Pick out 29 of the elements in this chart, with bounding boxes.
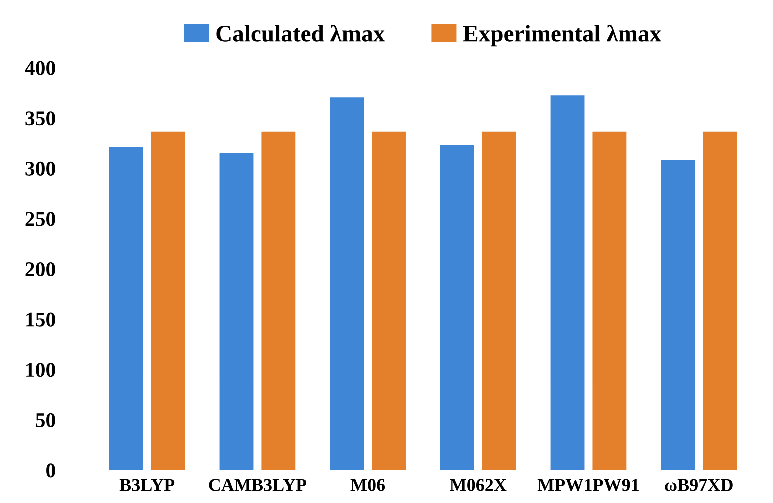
y-tick-label: 400 <box>25 61 56 76</box>
y-tick-label: 100 <box>26 363 56 378</box>
bar <box>661 160 696 470</box>
bar <box>151 132 186 470</box>
bar <box>330 98 364 470</box>
x-tick-label: B3LYP <box>120 479 175 492</box>
x-tick-label: MPW1PW91 <box>538 479 639 492</box>
bar <box>482 132 516 470</box>
bar <box>703 132 737 470</box>
legend-label: Experimental λmax <box>464 25 662 47</box>
bar <box>220 152 254 470</box>
y-tick-label: 50 <box>36 413 56 428</box>
bar <box>262 132 296 470</box>
bar <box>372 132 406 470</box>
y-tick-label: 150 <box>26 312 56 327</box>
legend-label: Calculated λmax <box>216 25 386 42</box>
x-tick-label: CAMB3LYP <box>209 479 307 492</box>
y-tick-label: 200 <box>26 262 56 277</box>
x-tick-label: ωB97XD <box>665 479 733 492</box>
bar <box>592 132 627 470</box>
x-tick-label: M062X <box>450 479 507 492</box>
bar <box>109 146 144 470</box>
y-tick-label: 300 <box>26 162 56 176</box>
bar <box>550 96 585 470</box>
y-tick-label: 0 <box>46 464 56 478</box>
y-tick-label: 350 <box>26 112 56 126</box>
bar <box>440 144 474 470</box>
y-tick-label: 250 <box>26 212 56 226</box>
x-tick-label: M06 <box>350 479 386 492</box>
